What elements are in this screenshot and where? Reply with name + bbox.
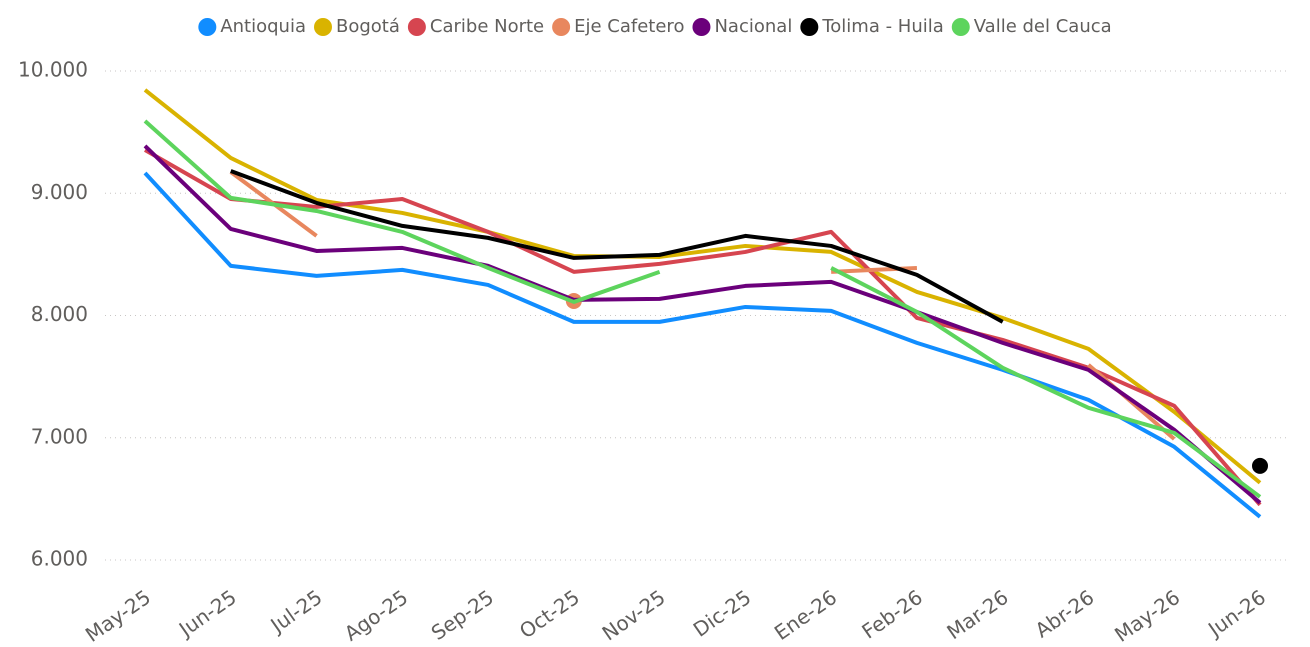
- y-tick-label: 7.000: [31, 424, 88, 448]
- x-tick-label: Abr-26: [1031, 585, 1099, 643]
- legend-label: Nacional: [714, 16, 792, 37]
- legend-marker: [552, 18, 571, 36]
- legend-marker: [314, 18, 332, 36]
- legend-label: Eje Cafetero: [574, 16, 684, 37]
- legend-marker: [407, 18, 426, 36]
- x-tick-label: Jun-25: [173, 585, 241, 642]
- x-tick-label: Feb-26: [857, 585, 927, 643]
- legend-marker: [692, 18, 711, 36]
- x-tick-label: Dic-25: [689, 585, 756, 642]
- legend-label: Caribe Norte: [430, 16, 544, 37]
- legend-marker: [951, 18, 970, 36]
- legend-marker: [800, 18, 819, 36]
- y-tick-label: 6.000: [31, 547, 88, 571]
- line: [230, 169, 1004, 324]
- x-tick-label: Jun-26: [1202, 585, 1270, 642]
- y-tick-label: 9.000: [31, 180, 88, 204]
- x-tick-label: Mar-26: [942, 585, 1012, 643]
- legend-label: Tolima - Huila: [821, 16, 943, 37]
- y-tick-label: 8.000: [31, 302, 88, 326]
- line: [143, 88, 1262, 485]
- legend-marker: [198, 18, 217, 36]
- line: [830, 266, 1262, 499]
- line: [143, 171, 1262, 519]
- line: [143, 144, 1262, 505]
- x-tick-label: May-26: [1110, 585, 1184, 643]
- legend-label: Bogotá: [336, 16, 400, 37]
- y-tick-label: 10.000: [18, 58, 88, 82]
- x-tick-label: Jul-25: [265, 585, 327, 638]
- x-tick-label: May-25: [81, 585, 155, 643]
- legend-label: Antioquia: [220, 16, 306, 37]
- x-tick-label: Nov-25: [598, 585, 670, 643]
- x-tick-label: Oct-25: [515, 585, 584, 643]
- x-tick-label: Sep-25: [427, 585, 498, 643]
- point: [1252, 457, 1268, 474]
- x-tick-label: Ene-26: [770, 585, 841, 643]
- x-tick-label: Ago-25: [340, 585, 412, 643]
- line: [143, 119, 661, 304]
- legend-label: Valle del Cauca: [974, 16, 1112, 37]
